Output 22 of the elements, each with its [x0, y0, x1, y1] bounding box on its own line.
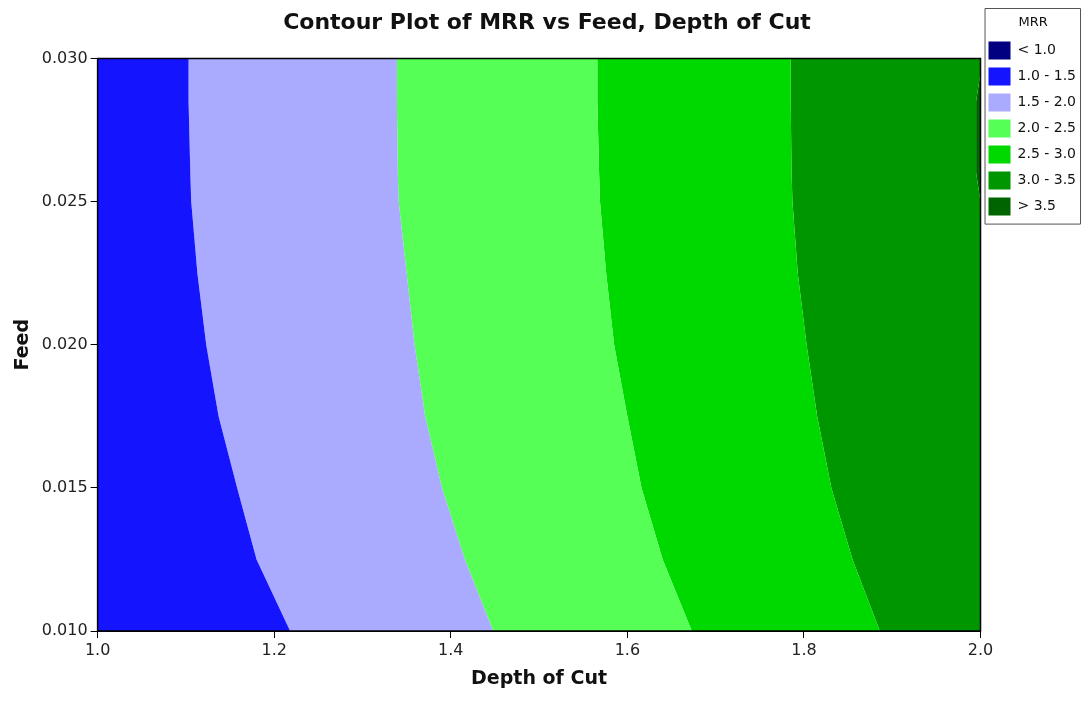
legend-label: 3.0 - 3.5 [1017, 171, 1076, 188]
legend-label: 1.5 - 2.0 [1017, 93, 1076, 110]
legend-label: < 1.0 [1017, 41, 1056, 58]
legend-title: MRR [1018, 13, 1048, 29]
y-tick-label: 0.025 [41, 190, 88, 210]
y-axis-title: Feed [10, 318, 33, 371]
legend-label: 2.5 - 3.0 [1017, 145, 1076, 162]
x-tick-label: 1.2 [261, 639, 287, 659]
legend-label: 2.0 - 2.5 [1017, 119, 1076, 136]
chart-title: Contour Plot of MRR vs Feed, Depth of Cut [283, 8, 812, 34]
x-tick-label: 2.0 [967, 639, 994, 659]
x-tick-label: 1.4 [438, 639, 464, 659]
x-axis-title: Depth of Cut [471, 665, 608, 688]
y-tick-label: 0.015 [41, 477, 88, 497]
y-tick-label: 0.020 [41, 333, 88, 353]
legend-label: > 3.5 [1017, 197, 1056, 214]
y-tick-label: 0.010 [41, 620, 88, 640]
y-tick-label: 0.030 [41, 47, 88, 67]
x-tick-label: 1.8 [791, 639, 817, 659]
x-tick-label: 1.0 [84, 639, 111, 659]
x-tick-label: 1.6 [614, 639, 641, 659]
legend-label: 1.0 - 1.5 [1017, 67, 1076, 84]
